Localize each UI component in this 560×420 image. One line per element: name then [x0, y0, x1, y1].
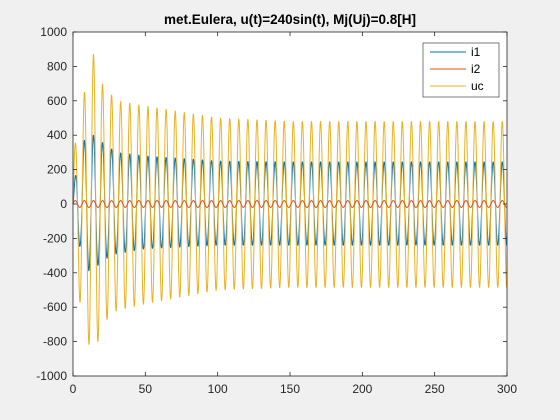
- x-tick-label: 0: [70, 382, 77, 396]
- ticks-layer: 0 50 100 150 200 250 300 1000 800 600 400 200 0 -200 -…: [36, 25, 517, 396]
- legend-label-i2: i2: [471, 62, 481, 76]
- y-tick-label: -1000: [36, 369, 67, 383]
- x-tick-label: 100: [208, 382, 228, 396]
- y-tick-label: 800: [47, 59, 67, 73]
- x-tick-label: 150: [280, 382, 300, 396]
- y-tick-label: 400: [47, 128, 67, 142]
- x-tick-label: 250: [425, 382, 445, 396]
- chart-title: met.Eulera, u(t)=240sin(t), Mj(Uj)=0.8[H…: [164, 12, 416, 27]
- legend: i1 i2 uc: [422, 42, 500, 98]
- x-tick-label: 50: [139, 382, 153, 396]
- legend-label-uc: uc: [471, 79, 484, 93]
- y-tick-label: -800: [43, 335, 67, 349]
- series-line-uc: [72, 53, 508, 345]
- y-tick-label: 1000: [40, 25, 67, 39]
- y-tick-label: 200: [47, 163, 67, 177]
- y-tick-label: 600: [47, 94, 67, 108]
- y-tick-label: -400: [43, 266, 67, 280]
- x-tick-label: 300: [497, 382, 517, 396]
- x-tick-label: 200: [352, 382, 372, 396]
- series-line-i2: [72, 200, 508, 208]
- legend-label-i1: i1: [471, 45, 481, 59]
- y-tick-label: 0: [60, 197, 67, 211]
- series-layer: [72, 53, 508, 345]
- y-tick-label: -200: [43, 231, 67, 245]
- legend-box: [422, 42, 500, 98]
- y-tick-label: -600: [43, 300, 67, 314]
